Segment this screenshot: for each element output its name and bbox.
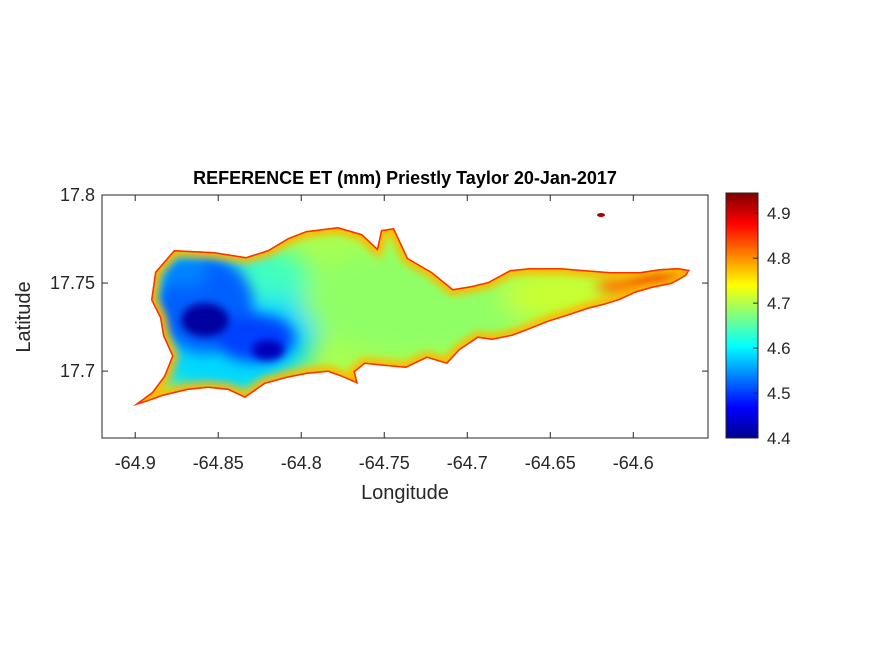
colorbar-tick-label: 4.9: [767, 204, 791, 223]
colorbar-tick-label: 4.6: [767, 339, 791, 358]
heatmap-region-northwest-blue: [163, 257, 207, 287]
colorbar-tick-label: 4.7: [767, 294, 791, 313]
y-axis-label: Latitude: [13, 281, 35, 352]
colorbar-tick-label: 4.8: [767, 249, 791, 268]
colorbar: [725, 192, 759, 439]
x-tick-label: -64.6: [613, 453, 654, 473]
x-tick-label: -64.8: [281, 453, 322, 473]
x-axis-label: Longitude: [361, 482, 449, 504]
y-tick-label: 17.7: [60, 361, 95, 381]
chart-title: REFERENCE ET (mm) Priestly Taylor 20-Jan…: [193, 168, 617, 188]
x-tick-label: -64.75: [359, 453, 410, 473]
heatmap-region-dark-core: [181, 303, 229, 337]
x-tick-label: -64.7: [447, 453, 488, 473]
heatmap-region-dark-core-2: [252, 340, 284, 360]
colorbar-tick-label: 4.5: [767, 384, 791, 403]
y-tick-label: 17.75: [50, 273, 95, 293]
y-tick-label: 17.8: [60, 185, 95, 205]
colorbar-ticks: 4.4 4.5 4.6 4.7 4.8 4.9: [753, 204, 791, 448]
heatmap-islet: [597, 213, 605, 217]
x-tick-label: -64.85: [193, 453, 244, 473]
y-axis-ticks: 17.7 17.75 17.8: [50, 185, 708, 381]
x-tick-label: -64.9: [115, 453, 156, 473]
x-tick-label: -64.65: [525, 453, 576, 473]
x-axis-ticks: -64.9 -64.85 -64.8 -64.75 -64.7 -64.65 -64.6: [115, 195, 654, 473]
colorbar-tick-label: 4.4: [767, 429, 791, 448]
